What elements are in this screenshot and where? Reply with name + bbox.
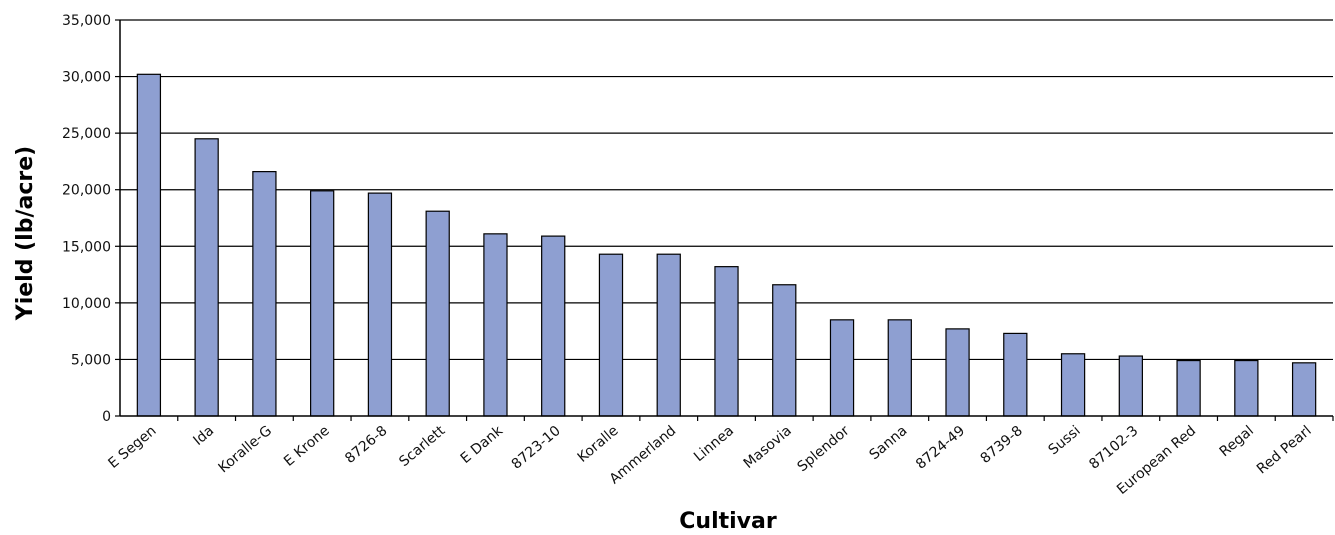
bar	[1118, 355, 1143, 417]
bar	[1003, 332, 1028, 417]
x-tick-label: E Dank	[458, 422, 507, 467]
y-tick-label: 5,000	[71, 352, 111, 368]
bar	[483, 233, 508, 417]
x-tick-label: Koralle	[575, 423, 622, 466]
x-tick-label: 8724-49	[913, 423, 968, 473]
y-tick-label: 25,000	[62, 126, 111, 142]
x-tick-label: 8726-8	[342, 423, 390, 467]
bar	[1234, 359, 1259, 417]
y-tick-label: 10,000	[62, 296, 111, 312]
bar	[1060, 353, 1086, 417]
axes	[119, 20, 1333, 417]
bar	[829, 319, 855, 417]
x-tick-label: E Segen	[105, 423, 159, 472]
x-tick-label: E Krone	[281, 423, 333, 470]
bar	[252, 171, 277, 417]
bar	[1176, 359, 1201, 417]
bar	[310, 190, 335, 417]
bar	[194, 138, 219, 417]
x-axis-title: Cultivar	[679, 509, 777, 534]
x-tick-label: Ida	[190, 423, 217, 449]
x-tick-label: 87102-3	[1086, 423, 1141, 473]
bar	[425, 210, 450, 417]
y-tick-label: 0	[102, 409, 111, 425]
x-tick-label: 8723-10	[509, 423, 564, 473]
x-tick-label: Red Pearl	[1254, 423, 1315, 478]
x-tick-label: Linnea	[691, 423, 737, 465]
y-tick-label: 20,000	[62, 183, 111, 199]
bar	[772, 284, 797, 417]
bar	[656, 253, 681, 417]
x-tick-label: Sussi	[1046, 423, 1084, 459]
x-tick-label: Scarlett	[396, 422, 448, 470]
bars	[136, 73, 1317, 417]
x-tick-label: Regal	[1217, 423, 1257, 460]
bar	[367, 192, 393, 417]
bar	[541, 235, 566, 417]
x-tick-label: Masovia	[741, 423, 795, 472]
bar	[598, 253, 624, 417]
x-tick-label: Koralle-G	[216, 423, 275, 477]
y-tick-label: 15,000	[62, 239, 111, 255]
x-tick-label: Splendor	[795, 423, 853, 475]
bar	[1291, 362, 1317, 417]
bar	[136, 73, 162, 417]
x-tick-label: Sanna	[867, 423, 911, 463]
y-tick-label: 35,000	[62, 13, 111, 29]
bar	[945, 328, 970, 417]
x-tick-label: 8739-8	[978, 423, 1026, 467]
y-axis-ticks: 0 5,000 10,000 15,000 20,000 25,000 30,000 35,0…	[62, 13, 120, 425]
bar	[887, 319, 912, 417]
bar	[714, 266, 739, 417]
y-axis-title: Yield (lb/acre)	[13, 146, 38, 321]
y-tick-label: 30,000	[62, 70, 111, 86]
